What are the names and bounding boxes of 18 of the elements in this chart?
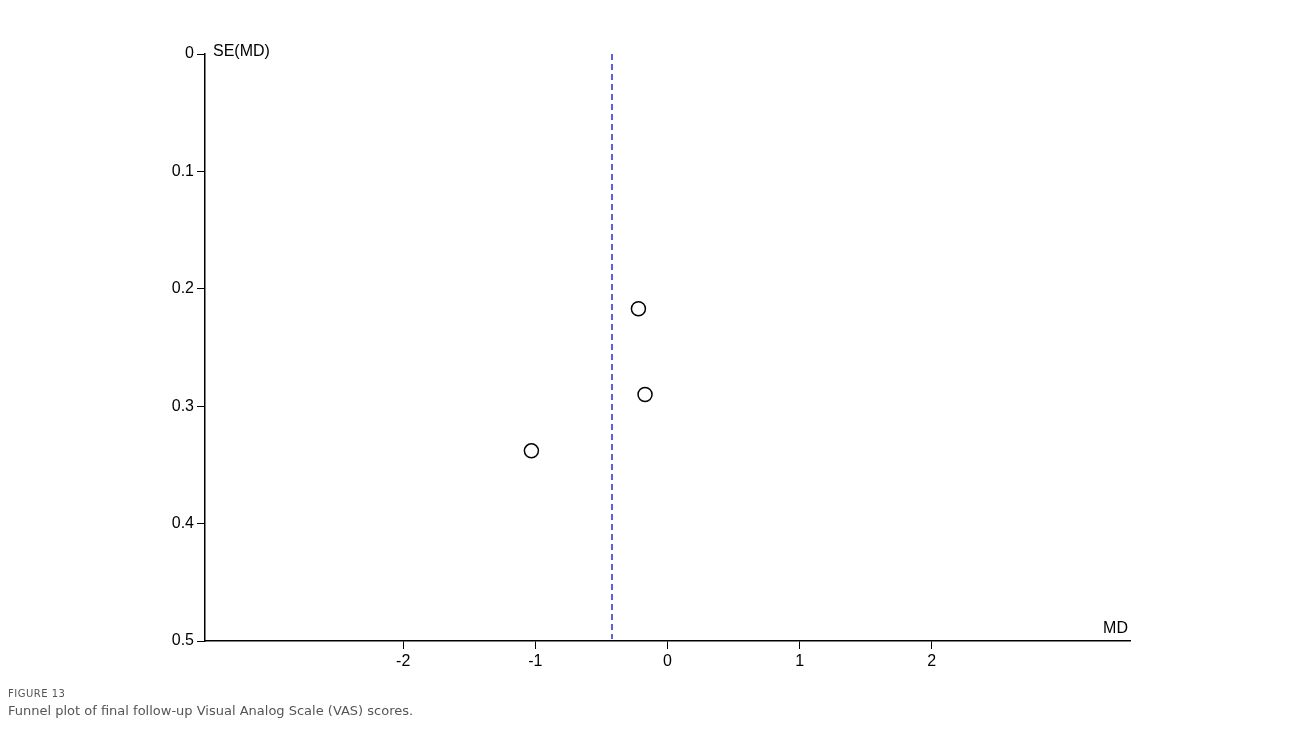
point <box>637 386 653 403</box>
y-tick-label: 0.4 <box>171 514 195 532</box>
text: Funnel plot of final follow-up Visual Analog Scale (VAS) scores. <box>8 703 414 718</box>
y-axis-title: SE(MD) <box>213 42 270 60</box>
point <box>630 301 647 317</box>
x-tick-label: -1 <box>528 652 543 670</box>
y-tick-label: 0.5 <box>171 631 195 649</box>
x-axis-title: MD <box>1103 619 1128 637</box>
y-tick-label: 0.3 <box>171 396 195 414</box>
x-tick-label: 1 <box>795 652 805 670</box>
x-tick-label: 2 <box>927 652 937 670</box>
y-tick-label: 0 <box>185 44 195 62</box>
x-tick-label: -2 <box>396 652 411 670</box>
caption: FIGURE 13 <box>8 688 67 699</box>
y-tick-label: 0.1 <box>171 161 195 179</box>
y-tick-label: 0.2 <box>171 279 195 297</box>
point <box>523 443 540 459</box>
x-tick-label: 0 <box>663 652 673 670</box>
